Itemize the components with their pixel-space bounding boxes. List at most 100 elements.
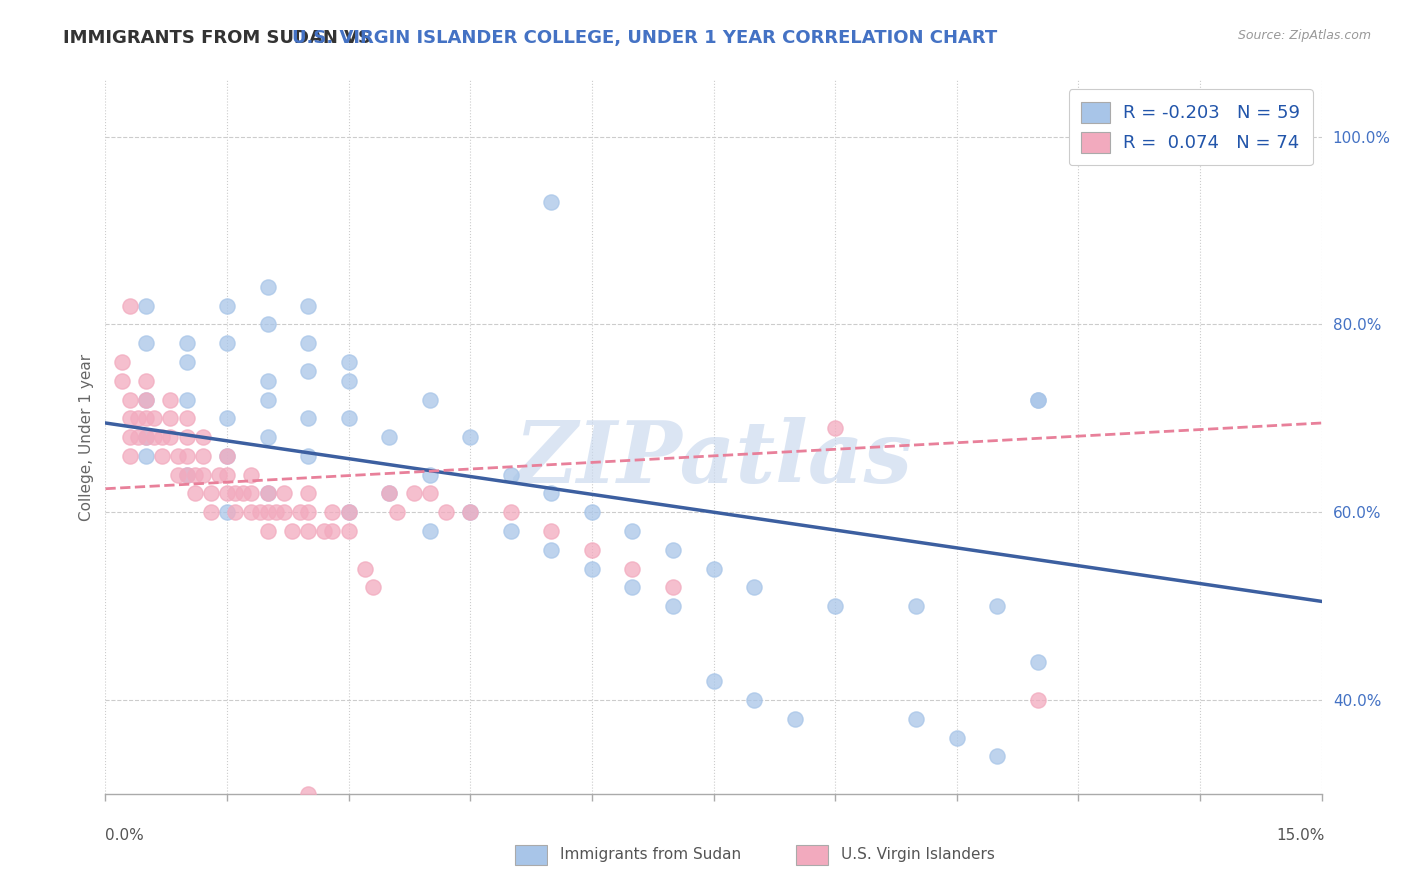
Point xyxy=(159,392,181,407)
Point xyxy=(337,505,360,519)
Point xyxy=(135,392,157,407)
Point xyxy=(273,486,295,500)
Point xyxy=(143,430,166,444)
Point xyxy=(264,505,287,519)
Point xyxy=(824,420,846,434)
Bar xyxy=(796,845,828,864)
Point xyxy=(419,524,441,538)
Point xyxy=(135,430,157,444)
Point xyxy=(986,749,1008,764)
Point xyxy=(337,524,360,538)
Point xyxy=(256,486,278,500)
Point xyxy=(1026,392,1049,407)
Point xyxy=(249,505,271,519)
Point xyxy=(297,336,319,351)
Point xyxy=(581,561,603,575)
Point xyxy=(127,411,149,425)
Point xyxy=(118,392,141,407)
Point xyxy=(1026,693,1049,707)
Point xyxy=(176,430,198,444)
Point xyxy=(217,486,239,500)
Point xyxy=(662,599,685,613)
Point xyxy=(217,467,239,482)
Point xyxy=(191,467,214,482)
Point xyxy=(273,505,295,519)
Point xyxy=(256,280,278,294)
Point xyxy=(118,449,141,463)
Point xyxy=(256,430,278,444)
Point xyxy=(111,374,134,388)
Point xyxy=(321,505,343,519)
Point xyxy=(167,449,190,463)
Point xyxy=(297,364,319,378)
Point xyxy=(540,486,562,500)
Point xyxy=(662,580,685,594)
Point xyxy=(297,299,319,313)
Point xyxy=(217,411,239,425)
Point xyxy=(662,542,685,557)
Point xyxy=(191,430,214,444)
Point xyxy=(150,449,173,463)
Point xyxy=(143,411,166,425)
Point xyxy=(176,392,198,407)
Point xyxy=(208,467,231,482)
Point xyxy=(135,411,157,425)
Point xyxy=(118,299,141,313)
Point xyxy=(127,430,149,444)
Point xyxy=(176,355,198,369)
Point xyxy=(135,449,157,463)
Bar xyxy=(515,845,547,864)
Point xyxy=(135,392,157,407)
Point xyxy=(240,467,263,482)
Point xyxy=(458,505,481,519)
Point xyxy=(540,195,562,210)
Point xyxy=(297,505,319,519)
Point xyxy=(217,299,239,313)
Point xyxy=(419,486,441,500)
Point xyxy=(378,486,401,500)
Point xyxy=(499,524,522,538)
Point xyxy=(135,374,157,388)
Point xyxy=(200,486,222,500)
Point xyxy=(240,486,263,500)
Point xyxy=(159,430,181,444)
Point xyxy=(176,336,198,351)
Point xyxy=(281,524,304,538)
Text: 15.0%: 15.0% xyxy=(1277,828,1324,843)
Point xyxy=(176,467,198,482)
Point xyxy=(191,449,214,463)
Point xyxy=(337,411,360,425)
Point xyxy=(224,505,246,519)
Point xyxy=(337,505,360,519)
Text: IMMIGRANTS FROM SUDAN VS: IMMIGRANTS FROM SUDAN VS xyxy=(63,29,378,46)
Point xyxy=(297,524,319,538)
Text: ZIPatlas: ZIPatlas xyxy=(515,417,912,500)
Point xyxy=(458,430,481,444)
Point xyxy=(256,374,278,388)
Point xyxy=(256,505,278,519)
Text: Source: ZipAtlas.com: Source: ZipAtlas.com xyxy=(1237,29,1371,42)
Text: U.S. VIRGIN ISLANDER COLLEGE, UNDER 1 YEAR CORRELATION CHART: U.S. VIRGIN ISLANDER COLLEGE, UNDER 1 YE… xyxy=(292,29,998,46)
Point xyxy=(499,505,522,519)
Point xyxy=(256,318,278,332)
Point xyxy=(621,580,644,594)
Point xyxy=(986,599,1008,613)
Point xyxy=(176,411,198,425)
Point xyxy=(378,430,401,444)
Y-axis label: College, Under 1 year: College, Under 1 year xyxy=(79,353,94,521)
Point xyxy=(288,505,311,519)
Point xyxy=(702,674,725,689)
Point xyxy=(297,411,319,425)
Point xyxy=(402,486,425,500)
Point xyxy=(183,467,205,482)
Point xyxy=(159,411,181,425)
Point xyxy=(176,467,198,482)
Point xyxy=(458,505,481,519)
Point xyxy=(540,524,562,538)
Point xyxy=(361,580,384,594)
Point xyxy=(321,524,343,538)
Text: Immigrants from Sudan: Immigrants from Sudan xyxy=(560,847,741,862)
Point xyxy=(337,355,360,369)
Point xyxy=(824,599,846,613)
Point xyxy=(167,467,190,482)
